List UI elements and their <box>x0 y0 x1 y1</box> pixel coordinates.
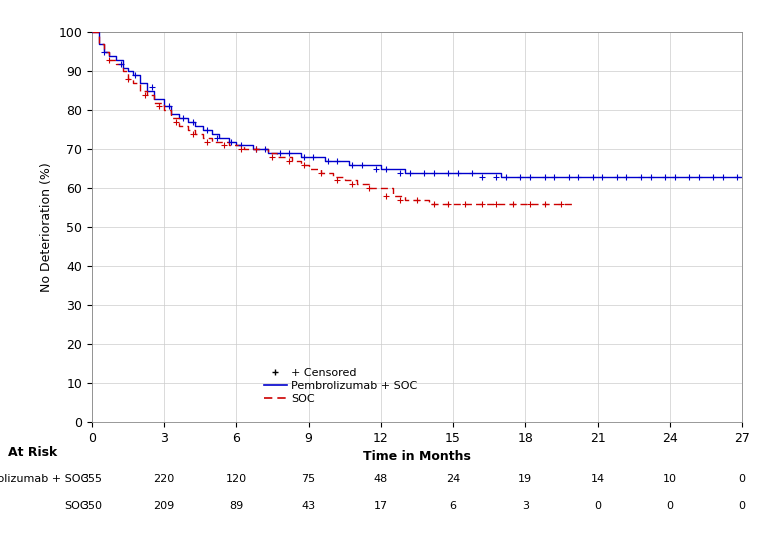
Text: 75: 75 <box>301 474 316 484</box>
Text: Pembrolizumab + SOC: Pembrolizumab + SOC <box>0 474 88 484</box>
Text: 10: 10 <box>662 474 677 484</box>
Text: 19: 19 <box>518 474 532 484</box>
Text: 17: 17 <box>374 501 388 511</box>
Text: 6: 6 <box>450 501 457 511</box>
Text: 355: 355 <box>81 474 103 484</box>
X-axis label: Time in Months: Time in Months <box>363 450 471 463</box>
Y-axis label: No Deterioration (%): No Deterioration (%) <box>40 162 53 292</box>
Text: 120: 120 <box>226 474 247 484</box>
Text: 350: 350 <box>81 501 103 511</box>
Text: 0: 0 <box>738 474 746 484</box>
Text: 3: 3 <box>522 501 529 511</box>
Text: SOC: SOC <box>64 501 88 511</box>
Text: 0: 0 <box>738 501 746 511</box>
Legend: + Censored, Pembrolizumab + SOC, SOC: + Censored, Pembrolizumab + SOC, SOC <box>260 363 422 408</box>
Text: 24: 24 <box>446 474 461 484</box>
Text: 209: 209 <box>154 501 174 511</box>
Text: 14: 14 <box>591 474 604 484</box>
Text: 48: 48 <box>373 474 388 484</box>
Text: 0: 0 <box>594 501 601 511</box>
Text: 220: 220 <box>154 474 174 484</box>
Text: At Risk: At Risk <box>8 446 57 459</box>
Text: 89: 89 <box>230 501 243 511</box>
Text: 0: 0 <box>666 501 673 511</box>
Text: 43: 43 <box>301 501 316 511</box>
